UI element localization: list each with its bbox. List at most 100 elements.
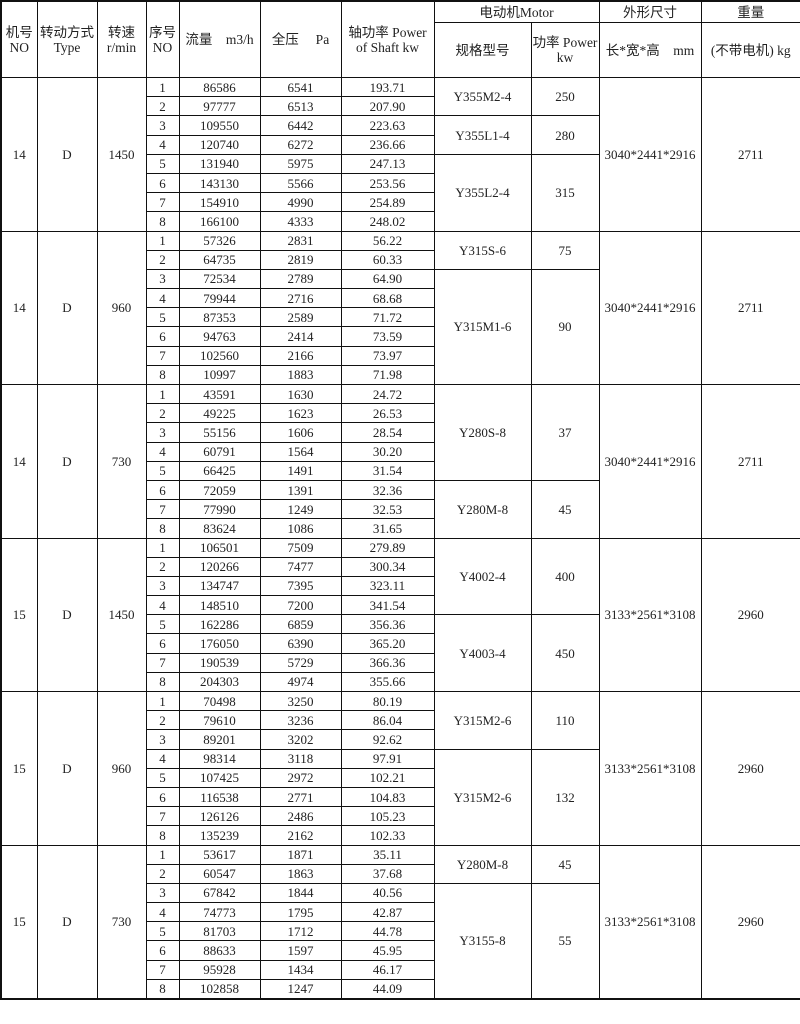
pressure-cell: 5566 <box>259 172 342 194</box>
pressure-cell: 5975 <box>259 153 342 174</box>
pressure-cell: 1086 <box>259 518 342 539</box>
pressure-cell: 1434 <box>259 959 342 980</box>
seq-cell: 1 <box>145 690 180 712</box>
speed-cell: 1450 <box>96 537 147 692</box>
flow-cell: 10997 <box>178 364 261 386</box>
table-row: 2 49225 1623 26.53 <box>1 403 800 424</box>
pressure-cell: 1391 <box>259 479 342 501</box>
drive-type-cell: D <box>36 844 98 1000</box>
pressure-cell: 1863 <box>259 863 342 884</box>
pressure-cell: 1491 <box>259 460 342 481</box>
speed-cell: 1450 <box>96 77 147 232</box>
shaft-power-cell: 323.11 <box>340 575 435 597</box>
motor-power-cell: 45 <box>530 479 600 539</box>
shaft-power-cell: 44.78 <box>340 921 435 942</box>
table-row: 2 64735 2819 60.33 <box>1 249 800 270</box>
shaft-power-cell: 68.68 <box>340 288 435 309</box>
dimensions-cell: 3133*2561*3108 <box>598 844 702 1000</box>
flow-cell: 87353 <box>178 307 261 328</box>
seq-cell: 5 <box>145 767 180 788</box>
shaft-power-cell: 46.17 <box>340 959 435 980</box>
pressure-cell: 2589 <box>259 307 342 328</box>
flow-cell: 126126 <box>178 806 261 827</box>
flow-cell: 106501 <box>178 537 261 558</box>
seq-cell: 3 <box>145 115 180 136</box>
motor-model-cell: Y280M-8 <box>433 479 532 539</box>
flow-cell: 143130 <box>178 172 261 194</box>
seq-cell: 6 <box>145 172 180 194</box>
fan-performance-table: 机号 NO 转动方式Type 转速 r/min 序号 NO 流量 m3/h 全压… <box>0 0 800 1000</box>
shaft-power-cell: 64.90 <box>340 268 435 290</box>
table-row: 6 88633 1597 45.95 <box>1 940 800 961</box>
flow-cell: 64735 <box>178 249 261 270</box>
motor-model-cell: Y315M2-6 <box>433 748 532 846</box>
shaft-power-cell: 236.66 <box>340 134 435 155</box>
seq-cell: 4 <box>145 441 180 462</box>
seq-cell: 6 <box>145 940 180 961</box>
table-row: 5 81703 1712 44.78 <box>1 921 800 942</box>
table-row: 4 98314 3118 97.91 Y315M2-6 132 <box>1 748 800 846</box>
weight-cell: 2711 <box>700 384 800 539</box>
pressure-cell: 1871 <box>259 844 342 865</box>
table-row: 7 95928 1434 46.17 <box>1 959 800 980</box>
speed-cell: 960 <box>96 230 147 385</box>
motor-model-cell: Y280S-8 <box>433 384 532 481</box>
pressure-cell: 7200 <box>259 595 342 616</box>
seq-cell: 8 <box>145 364 180 386</box>
weight-cell: 2711 <box>700 230 800 385</box>
table-row: 3 55156 1606 28.54 <box>1 422 800 443</box>
pressure-cell: 4333 <box>259 211 342 232</box>
header-weight-sub: (不带电机) kg <box>700 22 800 78</box>
flow-cell: 98314 <box>178 748 261 769</box>
shaft-power-cell: 193.71 <box>340 76 435 98</box>
dimensions-cell: 3133*2561*3108 <box>598 537 702 692</box>
flow-cell: 81703 <box>178 921 261 942</box>
pressure-cell: 2162 <box>259 825 342 846</box>
pressure-cell: 2166 <box>259 345 342 366</box>
flow-cell: 97777 <box>178 96 261 117</box>
seq-cell: 7 <box>145 499 180 520</box>
motor-model-cell: Y315M2-6 <box>433 691 532 750</box>
seq-cell: 4 <box>145 748 180 769</box>
speed-cell: 960 <box>96 691 147 846</box>
pressure-cell: 1630 <box>259 383 342 405</box>
seq-cell: 4 <box>145 902 180 923</box>
header-flow: 流量 m3/h <box>178 0 261 78</box>
flow-cell: 70498 <box>178 690 261 712</box>
flow-cell: 60791 <box>178 441 261 462</box>
flow-cell: 66425 <box>178 460 261 481</box>
pressure-cell: 2972 <box>259 767 342 788</box>
speed-cell: 730 <box>96 384 147 539</box>
drive-type-cell: D <box>36 77 98 232</box>
shaft-power-cell: 247.13 <box>340 153 435 174</box>
flow-cell: 102560 <box>178 345 261 366</box>
seq-cell: 5 <box>145 614 180 635</box>
flow-cell: 88633 <box>178 940 261 961</box>
shaft-power-cell: 60.33 <box>340 249 435 270</box>
seq-cell: 8 <box>145 978 180 1000</box>
flow-cell: 134747 <box>178 575 261 597</box>
shaft-power-cell: 45.95 <box>340 940 435 961</box>
flow-cell: 176050 <box>178 633 261 654</box>
shaft-power-cell: 253.56 <box>340 172 435 194</box>
motor-model-cell: Y315S-6 <box>433 230 532 270</box>
shaft-power-cell: 44.09 <box>340 978 435 1000</box>
pressure-cell: 3202 <box>259 729 342 750</box>
machine-no-cell: 14 <box>0 230 38 385</box>
flow-cell: 154910 <box>178 192 261 213</box>
motor-power-cell: 315 <box>530 153 600 232</box>
flow-cell: 43591 <box>178 383 261 405</box>
pressure-cell: 6442 <box>259 115 342 136</box>
table-row: 8 166100 4333 248.02 <box>1 211 800 232</box>
table-row: 3 67842 1844 40.56 Y3155-8 55 <box>1 882 800 1000</box>
table-row: 15 D 730 1 53617 1871 35.11 Y280M-8 45 3133*2561*… <box>0 844 800 1000</box>
seq-cell: 4 <box>145 134 180 155</box>
table-row: 14 D 960 1 57326 2831 56.22 Y315S-6 75 3040*2441*… <box>0 230 800 385</box>
shaft-power-cell: 207.90 <box>340 96 435 117</box>
pressure-cell: 2771 <box>259 786 342 808</box>
motor-power-cell: 55 <box>530 882 600 1000</box>
flow-cell: 86586 <box>178 76 261 98</box>
drive-type-cell: D <box>36 230 98 385</box>
motor-model-cell: Y355M2-4 <box>433 76 532 117</box>
shaft-power-cell: 35.11 <box>340 844 435 865</box>
